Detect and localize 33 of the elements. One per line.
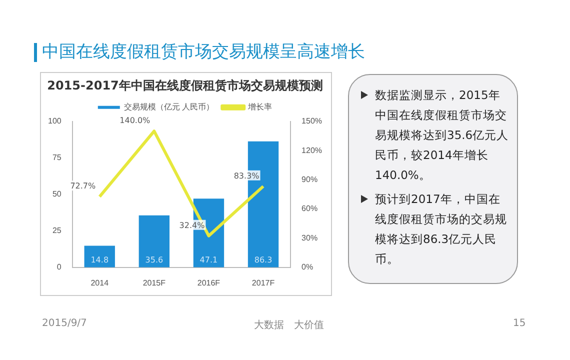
y-tick-label: 100 [48,116,62,126]
data-label: 32.4% [179,220,206,230]
y2-tick-label: 60% [302,204,318,214]
x-tick-label: 2015F [142,278,166,288]
text: 2015/9/7 [42,318,87,329]
text: 数据监测显示，2015年中国在线度假租赁市场交易规模将达到35.6亿元人民币，较2014年增长140.0%。 [374,87,509,184]
data-label: 140.0% [120,116,151,126]
x-tick-label: 2014 [90,278,110,288]
text: 预计到2017年，中国在线度假租赁市场的交易规模将达到86.3亿元人民币。 [374,191,508,268]
y-tick-label: 0 [56,262,62,272]
chart-title: 2015-2017年中国在线度假租赁市场交易规模预测 [47,78,323,92]
y-tick-label: 25 [52,226,62,236]
x-tick-label: 2016F [197,278,220,288]
bar [138,215,170,268]
legend-label: 交易规模（亿元 人民币） [124,102,214,112]
y2-tick-label: 0% [302,262,314,272]
y2-tick-label: 150% [302,116,322,126]
text: 中国在线度假租赁市场交易规模呈高速增长 [41,41,365,63]
data-label: 83.3% [234,171,260,180]
data-label: 86.3 [254,255,272,264]
y2-tick-label: 120% [302,146,322,155]
y-tick-label: 50 [52,190,62,199]
x-tick-label: 2017F [252,278,275,288]
data-label: 35.6 [145,255,164,264]
legend-label: 增长率 [247,102,272,112]
y2-tick-label: 30% [302,233,318,242]
y-tick-label: 75 [52,153,62,162]
text: 大数据 大价值 [254,318,324,332]
y2-tick-label: 90% [302,175,318,184]
text: 15 [513,318,526,329]
data-label: 14.8 [90,255,109,264]
data-label: 72.7% [70,182,96,191]
data-label: 47.1 [200,255,218,264]
